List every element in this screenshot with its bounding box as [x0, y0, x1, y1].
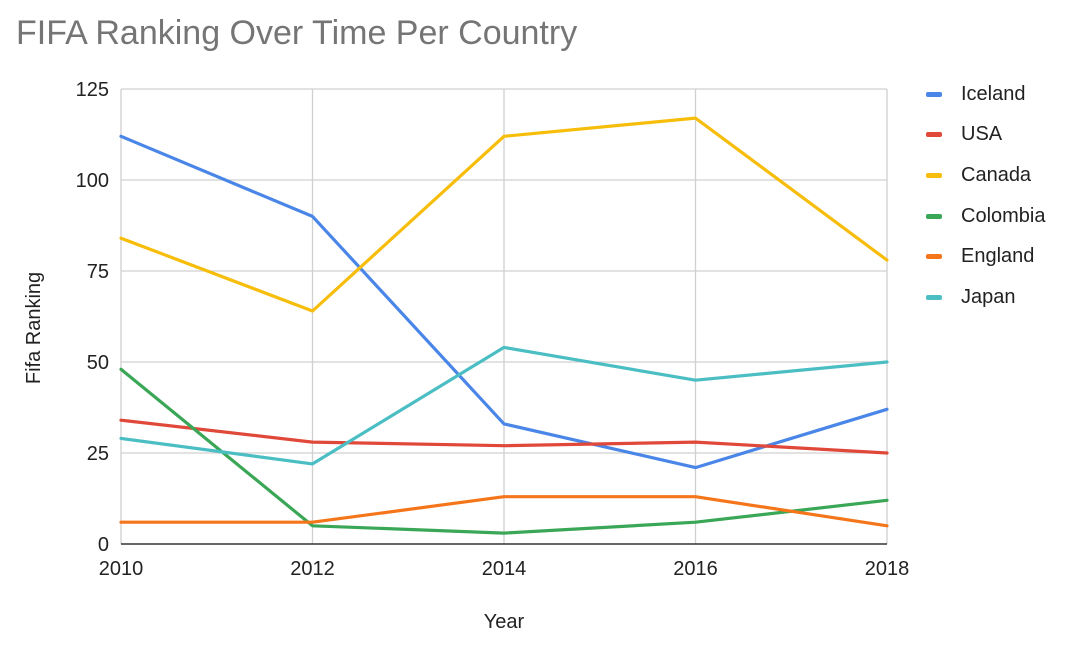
gridlines [120, 88, 888, 544]
legend-swatch [926, 172, 942, 178]
series-line-colombia [119, 367, 889, 535]
y-tick-label: 100 [76, 170, 109, 192]
legend-swatch [926, 254, 942, 260]
legend-item-japan: Japan [926, 277, 1045, 318]
legend-label: Colombia [961, 204, 1046, 227]
legend-item-colombia: Colombia [926, 196, 1045, 237]
x-tick-label: 2016 [673, 558, 718, 580]
tick-labels: 0 25 50 75 100 125 2010 2012 2014 2016 2018 [76, 79, 910, 580]
legend-swatch [926, 132, 942, 138]
legend-label: Canada [961, 163, 1032, 186]
series-line-canada [119, 116, 889, 313]
y-tick-label: 0 [98, 534, 109, 556]
y-tick-label: 50 [87, 352, 109, 374]
series-line-usa [119, 418, 889, 455]
legend-label: England [961, 245, 1035, 268]
y-tick-label: 75 [87, 261, 109, 283]
series-lines [119, 116, 889, 535]
legend-swatch [926, 294, 942, 300]
legend-item-usa: USA [926, 115, 1045, 156]
series-line-iceland [119, 134, 889, 470]
legend-swatch [926, 91, 942, 97]
chart-title: FIFA Ranking Over Time Per Country [16, 14, 578, 52]
legend-label: USA [961, 123, 1003, 146]
legend-item-england: England [926, 236, 1045, 277]
legend-item-iceland: Iceland [926, 74, 1045, 115]
x-tick-label: 2010 [99, 558, 144, 580]
y-axis-label: Fifa Ranking [23, 272, 45, 384]
series-line-england [119, 495, 889, 528]
x-tick-label: 2012 [290, 558, 335, 580]
series-line-japan [119, 345, 889, 466]
legend: Iceland USA Canada Colombia England Japan [926, 74, 1045, 318]
x-tick-label: 2018 [865, 558, 910, 580]
x-axis-label: Year [484, 611, 525, 633]
legend-label: Iceland [961, 82, 1026, 105]
legend-item-canada: Canada [926, 155, 1045, 196]
legend-label: Japan [961, 285, 1016, 308]
legend-swatch [926, 213, 942, 219]
y-tick-label: 125 [76, 79, 109, 101]
x-tick-label: 2014 [482, 558, 527, 580]
y-tick-label: 25 [87, 443, 109, 465]
